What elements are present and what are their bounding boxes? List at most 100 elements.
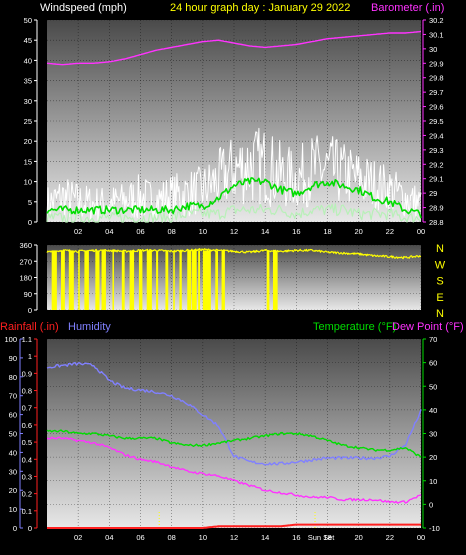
humidity-axis-label: Humidity [68,321,111,333]
wind-time-tick-label: 10 [199,227,207,236]
windspeed-tick-label: 15 [24,157,32,166]
temperature-tick-label: 0 [429,500,433,509]
windspeed-tick-label: 40 [24,56,32,65]
rainfall-tick-label: 1.1 [22,335,32,344]
wind-time-tick-label: 20 [354,227,362,236]
rainfall-tick-label: 0.6 [22,421,32,430]
temperature-tick-label: 30 [429,430,437,439]
wind-direction-dip-24 [272,250,278,310]
wind-direction-dip-17 [191,250,197,310]
direction-tick-label: 270 [19,257,32,266]
barometer-tick-label: 28.9 [429,204,444,213]
temperature-series [46,429,422,458]
wind-direction-dip-16 [187,250,192,310]
barometer-tick-label: 29.4 [429,131,444,140]
barometer-tick-label: 29.6 [429,103,444,112]
barometer-tick-label: 30.1 [429,30,444,39]
wind-direction-dip-8 [121,250,125,310]
graph-title: 24 hour graph day : January 29 2022 [170,2,350,14]
wind-gust-series [46,127,422,223]
rainfall-tick-label: 0.5 [22,438,32,447]
wind-barometer-panel: 0 5 10 15 20 25 30 35 40 45 50 28.8 28.9 29 29.1 29.2 29… [24,16,444,236]
humidity-tick-label: 60 [9,411,17,420]
direction-tick-label: 180 [19,274,32,283]
compass-label-w: W [435,259,446,271]
wind-direction-dip-22 [221,250,225,310]
wind-direction-dip-10 [138,250,143,310]
direction-tick-label: 90 [24,290,32,299]
humidity-tick-label: 30 [9,467,17,476]
wind-direction-dip-6 [101,250,106,310]
wind-direction-dip-20 [207,250,211,310]
barometer-axis-label: Barometer (.in) [371,2,444,14]
temperature-tick-label: 10 [429,477,437,486]
rainfall-tick-label: 1 [28,352,32,361]
wind-direction-series [46,248,422,260]
rainfall-tick-label: 0 [28,524,32,533]
wind-direction-dip-7 [112,250,114,310]
wind-direction-dip-21 [215,250,219,310]
barometer-tick-label: 29.7 [429,88,444,97]
temp-time-tick-label: 14 [261,533,269,542]
temp-time-tick-label: 04 [105,533,113,542]
dewpoint-axis-label: Dew Point (°F) [392,321,464,333]
wind-direction-dip-12 [156,250,159,310]
temp-time-tick-label: 20 [354,533,362,542]
wind-direction-dip-4 [84,250,89,310]
temp-time-tick-label: 08 [167,533,175,542]
windspeed-tick-label: 35 [24,77,32,86]
sunset-label: Sun Set [308,533,336,542]
wind-direction-dip-19 [202,250,208,310]
humidity-series [46,361,422,466]
rainfall-axis-label: Rainfall (.in) [0,321,59,333]
windspeed-tick-label: 45 [24,36,32,45]
barometer-series [46,30,422,66]
compass-label-n: N [436,243,444,255]
windspeed-tick-label: 20 [24,137,32,146]
wind-direction-dip-5 [95,250,100,310]
barometer-tick-label: 29.8 [429,74,444,83]
barometer-tick-label: 29.3 [429,146,444,155]
windspeed-tick-label: 5 [28,198,32,207]
barometer-tick-label: 29.2 [429,160,444,169]
wind-direction-dip-2 [68,250,74,310]
wind-time-tick-label: 04 [105,227,113,236]
humidity-tick-label: 90 [9,354,17,363]
humidity-tick-label: 20 [9,486,17,495]
wind-average-series [46,177,422,219]
temp-humidity-panel: 010203040506070809010000.10.20.30.40.50.… [4,335,439,542]
windspeed-tick-label: 25 [24,117,32,126]
temp-time-tick-label: 22 [386,533,394,542]
barometer-tick-label: 30 [429,45,437,54]
rainfall-tick-label: 0.2 [22,490,32,499]
wind-direction-dip-13 [165,250,169,310]
temp-time-tick-label: 00 [417,533,425,542]
humidity-tick-label: 40 [9,448,17,457]
humidity-tick-label: 70 [9,392,17,401]
temperature-axis-label: Temperature (°F) [313,321,396,333]
rainfall-tick-label: 0.8 [22,387,32,396]
rainfall-tick-label: 0.9 [22,369,32,378]
temp-time-tick-label: 16 [292,533,300,542]
humidity-tick-label: 50 [9,430,17,439]
barometer-tick-label: 28.8 [429,218,444,227]
barometer-tick-label: 29.5 [429,117,444,126]
rainfall-tick-label: 0.7 [22,404,32,413]
wind-direction-dip-3 [78,250,80,310]
dewpoint-series [46,436,422,504]
humidity-tick-label: 10 [9,505,17,514]
rainfall-tick-label: 0.3 [22,472,32,481]
temperature-tick-label: 20 [429,453,437,462]
wind-time-tick-label: 02 [74,227,82,236]
temp-time-tick-label: 10 [199,533,207,542]
humidity-tick-label: 80 [9,373,17,382]
wind-direction-dip-0 [51,250,57,310]
temperature-tick-label: -10 [429,524,440,533]
compass-label-n: N [436,308,444,320]
direction-tick-label: 0 [28,306,32,315]
wind-low-series [46,203,422,223]
temp-time-tick-label: 12 [230,533,238,542]
humidity-tick-label: 0 [13,524,17,533]
